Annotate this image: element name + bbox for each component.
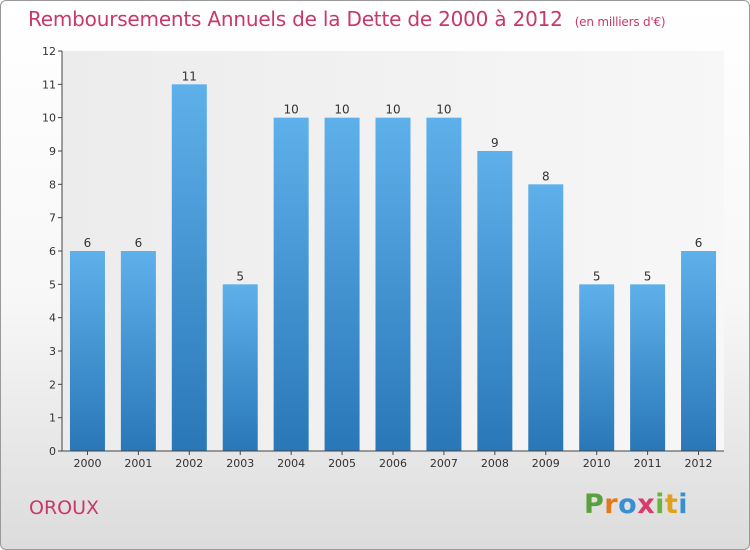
y-tick-label: 8 [49,178,56,191]
logo-letter: P [584,489,605,520]
logo-letter: i [655,489,665,520]
x-tick-label-2010: 2010 [583,457,611,470]
bar-2005 [324,117,360,452]
logo-letter: x [637,489,656,520]
data-label-2006: 10 [385,103,400,117]
bar-2010 [579,284,615,451]
data-label-2000: 6 [84,236,92,250]
bar-2009 [528,184,564,452]
y-tick-label: 12 [42,45,56,58]
bar-2001 [120,251,156,451]
x-tick-label-2006: 2006 [379,457,407,470]
bar-2011 [630,284,666,451]
x-tick-label-2000: 2000 [73,457,101,470]
x-tick-label-2007: 2007 [430,457,458,470]
x-tick-label-2003: 2003 [226,457,254,470]
data-label-2005: 10 [334,103,349,117]
bar-2000 [69,251,105,451]
x-tick-label-2005: 2005 [328,457,356,470]
data-label-2010: 5 [593,269,601,283]
x-tick-label-2002: 2002 [175,457,203,470]
data-label-2011: 5 [644,269,652,283]
data-label-2012: 6 [695,236,703,250]
y-tick-label: 11 [42,78,56,91]
data-label-2002: 11 [182,69,197,83]
data-label-2009: 8 [542,169,550,183]
y-tick-label: 9 [49,145,56,158]
chart-title-text: Remboursements Annuels de la Dette de 20… [28,7,563,31]
proxiti-logo: Proxiti [584,489,688,520]
logo-letter: t [664,489,679,520]
data-label-2004: 10 [284,103,299,117]
x-tick-label-2009: 2009 [532,457,560,470]
bar-2004 [273,117,309,452]
bar-2003 [222,284,258,451]
data-label-2003: 5 [236,269,244,283]
x-tick-label-2004: 2004 [277,457,305,470]
logo-letter: i [678,489,689,520]
bar-2012 [681,251,717,451]
x-axis: 2000 2001 2002 2003 2004 2005 2006 2007 2008 2009… [62,450,724,470]
x-tick-label-2008: 2008 [481,457,509,470]
bar-2002 [171,84,207,451]
bars: 6 6 11 5 10 10 10 10 9 8 5 5 6 [69,69,717,452]
y-tick-label: 6 [49,245,56,258]
y-tick-label: 7 [49,212,56,225]
y-tick-label: 2 [49,378,56,391]
x-tick-label-2001: 2001 [124,457,152,470]
town-name: OROUX [29,497,100,519]
y-tick-label: 4 [49,312,56,325]
data-label-2007: 10 [436,103,451,117]
y-tick-label: 3 [49,345,56,358]
data-label-2001: 6 [135,236,143,250]
y-tick-label: 10 [42,112,56,125]
x-tick-label-2012: 2012 [685,457,713,470]
y-tick-label: 5 [49,278,56,291]
bar-2006 [375,117,411,452]
logo-letter: o [618,489,638,520]
y-tick-label: 0 [49,445,56,458]
y-tick-label: 1 [49,412,56,425]
logo-letter: r [604,489,619,520]
chart-title: Remboursements Annuels de la Dette de 20… [28,7,666,31]
chart-subtitle: (en milliers d'€) [574,15,666,29]
data-label-2008: 9 [491,136,499,150]
bar-2007 [426,117,462,452]
x-tick-label-2011: 2011 [634,457,662,470]
bar-2008 [477,151,513,451]
